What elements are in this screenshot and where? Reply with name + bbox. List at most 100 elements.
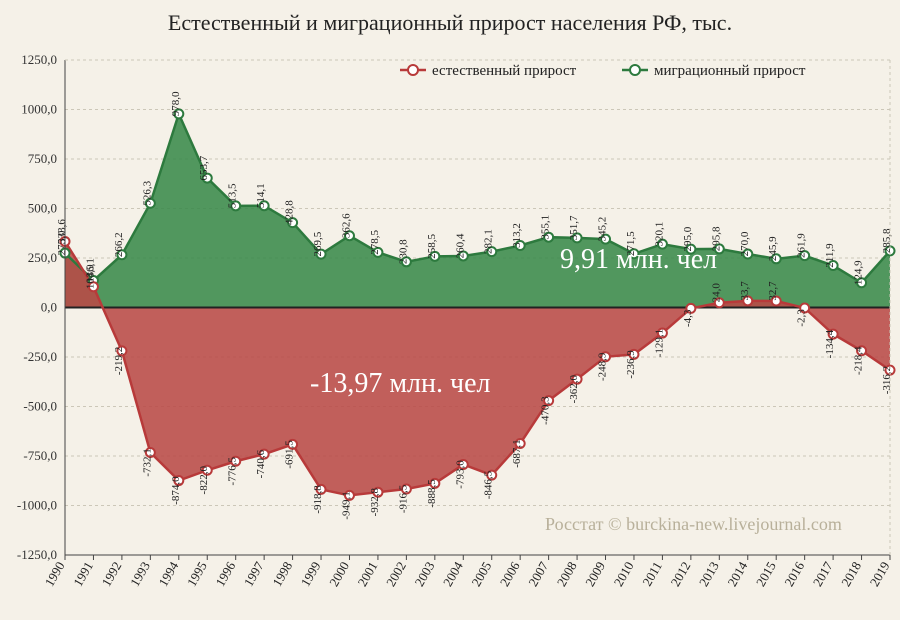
natural-value-label: -793,0 [454, 460, 466, 489]
svg-text:2016: 2016 [781, 559, 807, 589]
x-tick-label: 2018 [838, 559, 864, 589]
x-tick-label: 2012 [667, 559, 693, 589]
svg-text:320,1: 320,1 [653, 222, 665, 247]
svg-text:1996: 1996 [212, 559, 238, 589]
svg-text:-932,8: -932,8 [369, 487, 381, 516]
svg-text:-793,0: -793,0 [454, 460, 466, 489]
natural-value-label: -918,8 [312, 485, 324, 514]
migration-value-label: 124,9 [853, 260, 865, 285]
svg-text:1990: 1990 [42, 559, 68, 589]
migration-value-label: 526,3 [141, 180, 153, 205]
svg-text:2018: 2018 [838, 559, 864, 589]
natural-value-label: -316,2 [881, 366, 893, 394]
svg-text:258,5: 258,5 [426, 233, 438, 258]
migration-value-label: 282,1 [483, 229, 495, 254]
natural-value-label: 24,0 [710, 283, 722, 303]
svg-text:2007: 2007 [525, 559, 551, 589]
migration-value-label: 320,1 [653, 222, 665, 247]
migration-value-label: 266,2 [113, 232, 125, 257]
svg-text:-918,8: -918,8 [312, 485, 324, 514]
svg-text:333,6: 333,6 [56, 219, 68, 244]
migration-value-label: 269,5 [312, 231, 324, 256]
svg-text:514,1: 514,1 [255, 183, 267, 208]
migration-area [65, 114, 890, 308]
svg-text:2005: 2005 [468, 559, 494, 589]
migration-value-label: 355,1 [540, 215, 552, 240]
x-tick-label: 2000 [326, 559, 352, 589]
population-chart: Естественный и миграционный прирост насе… [0, 0, 900, 620]
svg-text:-687,1: -687,1 [511, 439, 523, 467]
svg-text:2001: 2001 [355, 559, 381, 589]
svg-text:1993: 1993 [127, 559, 153, 589]
svg-text:355,1: 355,1 [540, 215, 552, 240]
svg-text:-248,9: -248,9 [597, 352, 609, 381]
x-tick-label: 1997 [241, 559, 267, 589]
x-tick-label: 2015 [753, 559, 779, 589]
natural-value-label: -732,1 [141, 448, 153, 476]
migration-value-label: 653,7 [198, 155, 210, 180]
svg-text:1998: 1998 [269, 559, 295, 589]
x-tick-label: 2002 [383, 559, 409, 589]
svg-text:2003: 2003 [411, 559, 437, 589]
migration-value-label: 245,9 [767, 236, 779, 261]
svg-text:32,7: 32,7 [767, 281, 779, 301]
migration-value-label: 428,8 [284, 200, 296, 225]
natural-value-label: -846,5 [483, 470, 495, 499]
x-tick-label: 2003 [411, 559, 437, 589]
x-tick-label: 1996 [212, 559, 238, 589]
x-tick-label: 2017 [810, 559, 836, 589]
svg-text:269,5: 269,5 [312, 231, 324, 256]
natural-value-label: 33,7 [739, 281, 751, 301]
annotation-migration-total: 9,91 млн. чел [560, 244, 717, 275]
svg-text:2002: 2002 [383, 559, 409, 589]
natural-value-label: -134,4 [824, 329, 836, 358]
svg-text:-732,1: -732,1 [141, 448, 153, 476]
y-tick-label: -750,0 [23, 448, 57, 463]
natural-value-label: -470,3 [540, 396, 552, 425]
svg-text:-470,3: -470,3 [540, 396, 552, 425]
svg-text:-691,5: -691,5 [284, 440, 296, 469]
svg-text:270,0: 270,0 [739, 231, 751, 256]
x-tick-label: 2009 [582, 559, 608, 589]
y-tick-label: 0,0 [41, 300, 57, 315]
svg-text:1994: 1994 [155, 559, 181, 589]
natural-value-label: -4,3 [682, 309, 694, 327]
watermark: Росстат © burckina-new.livejournal.com [545, 514, 842, 534]
natural-value-label: -874,0 [170, 476, 182, 505]
svg-text:-916,5: -916,5 [397, 484, 409, 513]
natural-value-label: -776,5 [227, 457, 239, 486]
svg-text:-236,9: -236,9 [625, 350, 637, 379]
x-tick-label: 1994 [155, 559, 181, 589]
migration-value-label: 351,7 [568, 215, 580, 240]
x-tick-label: 2016 [781, 559, 807, 589]
migration-value-label: 278,5 [369, 229, 381, 254]
y-tick-label: 500,0 [28, 201, 57, 216]
x-tick-label: 2019 [867, 559, 893, 589]
svg-text:-219,2: -219,2 [113, 347, 125, 375]
x-tick-label: 2004 [440, 559, 466, 589]
svg-text:2006: 2006 [497, 559, 523, 589]
svg-text:104,9: 104,9 [84, 264, 96, 289]
x-tick-label: 2008 [554, 559, 580, 589]
x-tick-label: 1991 [70, 559, 96, 589]
svg-text:-134,4: -134,4 [824, 329, 836, 358]
natural-value-label: -916,5 [397, 484, 409, 513]
chart-container: Естественный и миграционный прирост насе… [0, 0, 900, 620]
svg-text:285,8: 285,8 [881, 228, 893, 253]
x-tick-label: 1999 [298, 559, 324, 589]
svg-text:-2,3: -2,3 [796, 309, 808, 327]
svg-text:2012: 2012 [667, 559, 693, 589]
natural-value-label: -949,1 [340, 491, 352, 519]
svg-text:-129,1: -129,1 [653, 329, 665, 357]
x-tick-label: 1990 [42, 559, 68, 589]
svg-text:2004: 2004 [440, 559, 466, 589]
svg-text:2015: 2015 [753, 559, 779, 589]
natural-value-label: -740,6 [255, 449, 267, 478]
y-tick-label: 750,0 [28, 151, 57, 166]
svg-text:362,6: 362,6 [340, 213, 352, 238]
svg-text:124,9: 124,9 [853, 260, 865, 285]
svg-text:-776,5: -776,5 [227, 457, 239, 486]
svg-text:282,1: 282,1 [483, 229, 495, 254]
svg-text:653,7: 653,7 [198, 155, 210, 180]
svg-text:2011: 2011 [639, 559, 665, 589]
